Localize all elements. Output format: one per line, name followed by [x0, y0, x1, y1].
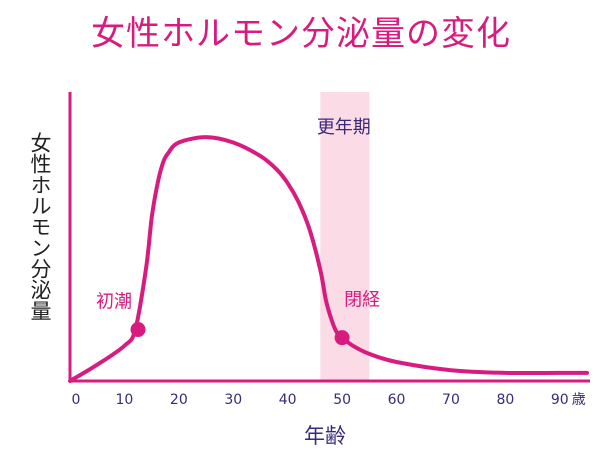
x-tick-label: 70: [442, 392, 460, 408]
menopause-label: 閉経: [344, 290, 380, 311]
x-tick-label: 10: [116, 392, 134, 408]
x-tick-label: 80: [496, 392, 514, 408]
menopause-band-label: 更年期: [317, 117, 371, 138]
y-axis-label: 女性ホルモン分泌量: [28, 132, 52, 321]
x-tick-label: 90: [551, 392, 569, 408]
x-tick-label: 40: [279, 392, 297, 408]
x-axis-label: 年齢: [304, 424, 346, 448]
x-tick-label: 50: [333, 392, 351, 408]
menopause-point: [334, 330, 350, 346]
hormone-curve: [68, 135, 589, 383]
x-tick-label: 20: [170, 392, 188, 408]
menarche-label: 初潮: [96, 292, 132, 313]
x-tick-label: 0: [72, 392, 81, 408]
chart-title: 女性ホルモン分泌量の変化: [91, 14, 511, 54]
x-tick-label: 60: [388, 392, 406, 408]
menarche-point: [130, 322, 146, 338]
x-tick-label: 30: [224, 392, 242, 408]
x-unit-label: 歳: [572, 392, 586, 408]
